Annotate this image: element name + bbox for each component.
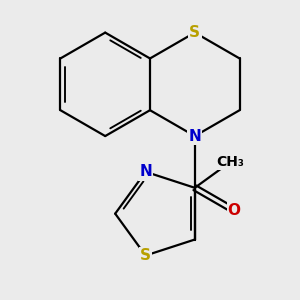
Text: S: S [140,248,151,263]
Text: CH₃: CH₃ [216,155,244,169]
Text: N: N [188,129,201,144]
Text: S: S [189,25,200,40]
Text: O: O [228,203,241,218]
Text: N: N [139,164,152,179]
